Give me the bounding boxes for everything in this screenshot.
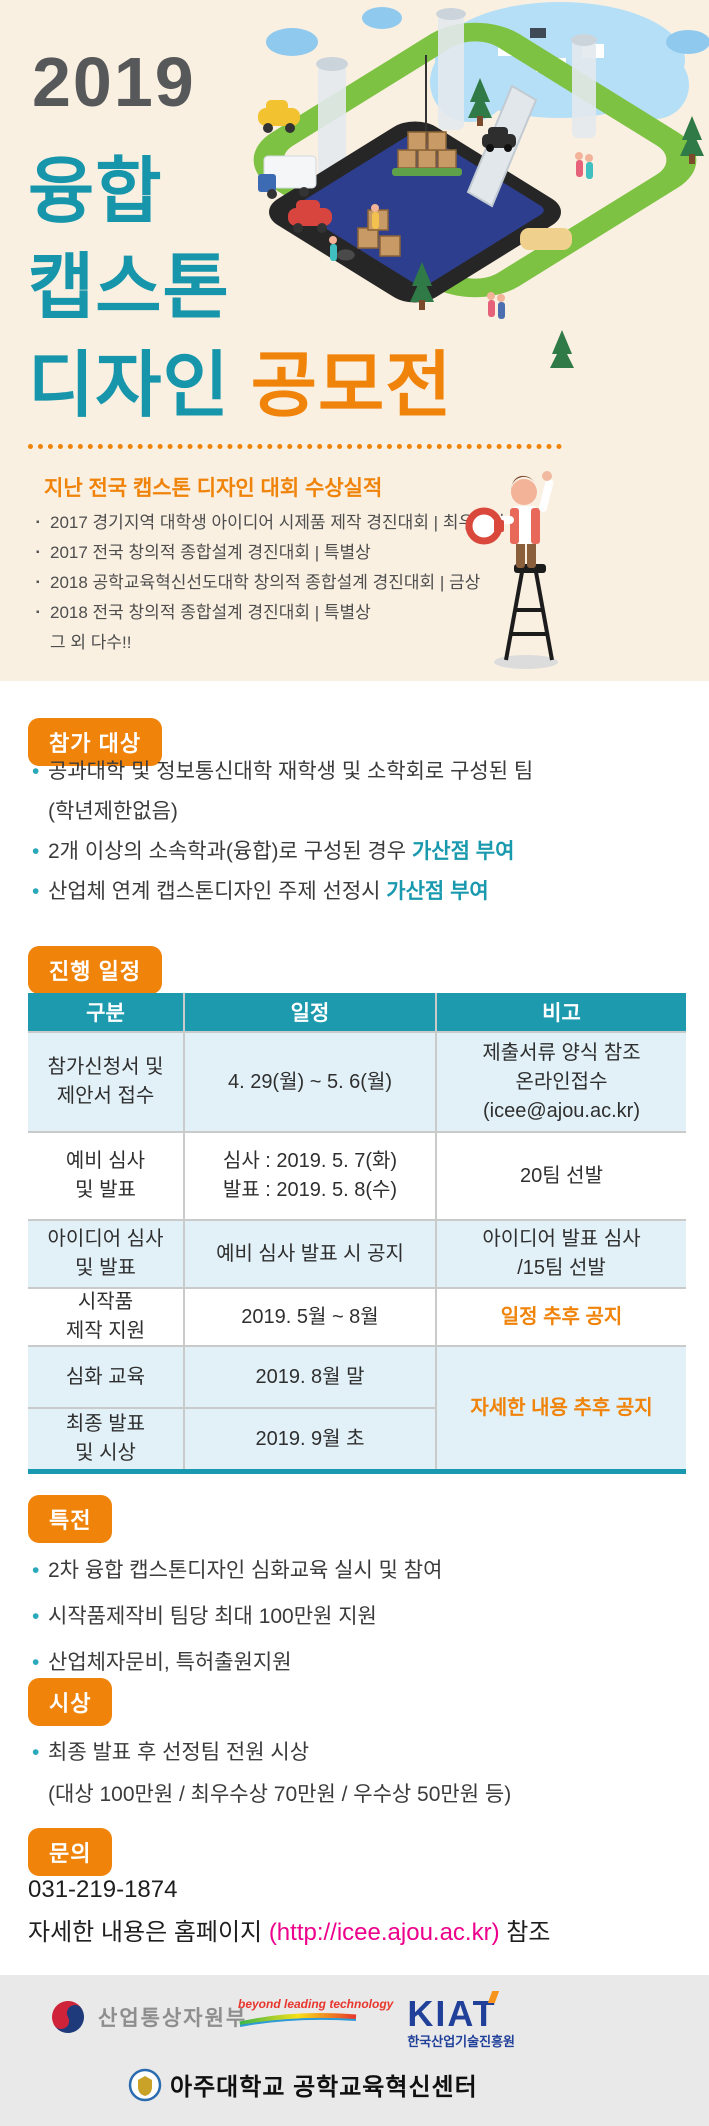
- contact-badge: 문의: [28, 1828, 113, 1876]
- kiat-name: KIAT: [407, 1993, 497, 2034]
- table-cell: 최종 발표 및 시상: [28, 1409, 183, 1469]
- title-design: 디자인: [28, 346, 251, 426]
- table-cell: 시작품 제작 지원: [28, 1289, 183, 1345]
- table-cell: 2019. 8월 말: [185, 1347, 435, 1407]
- table-cell: 참가신청서 및 제안서 접수: [28, 1033, 183, 1131]
- ministry-label: 산업통상자원부: [98, 2007, 248, 2030]
- award-item: 2017 전국 창의적 종합설계 경진대회 | 특별상: [36, 538, 505, 568]
- awards-footnote: 그 외 다수!!: [50, 633, 132, 652]
- participants-item: 2개 이상의 소속학과(융합)로 구성된 경우 가산점 부여: [30, 832, 533, 872]
- dotted-divider: [28, 444, 562, 449]
- ladder-icon: [504, 571, 554, 661]
- sofa-icon: [520, 228, 572, 250]
- poster-title-line2: 캡스톤: [28, 248, 230, 328]
- benefits-item: 산업체자문비, 특허출원지원: [30, 1640, 442, 1686]
- megaphone-icon: [465, 507, 504, 545]
- footer-logos: 산업통상자원부 beyond leading technology KIAT: [0, 1975, 709, 2126]
- black-suv-icon: [482, 127, 516, 152]
- table-cell: 아이디어 심사 및 발표: [28, 1221, 183, 1287]
- tiny-people-icons: [329, 152, 593, 319]
- table-cell: 아이디어 발표 심사 /15팀 선발: [437, 1221, 686, 1287]
- table-cell: 예비 심사 및 발표: [28, 1133, 183, 1219]
- title-contest: 공모전: [250, 346, 453, 426]
- megaphone-person-illustration: [465, 471, 558, 669]
- red-car-icon: [288, 200, 332, 233]
- award-item: 2017 경기지역 대학생 아이디어 시제품 제작 경진대회 | 최우수상: [36, 508, 505, 538]
- schedule-badge: 진행 일정: [28, 946, 163, 994]
- contact-homepage: 자세한 내용은 홈페이지 (http://icee.ajou.ac.kr) 참조: [28, 1919, 551, 1946]
- table-cell: 2019. 9월 초: [185, 1409, 435, 1469]
- participants-item: 공과대학 및 정보통신대학 재학생 및 소학회로 구성된 팀 (학년제한없음): [30, 752, 533, 832]
- small-clouds-icon: [266, 7, 709, 56]
- kiat-tagline: beyond leading technology: [238, 1997, 394, 2011]
- schedule-table: 구분 일정 비고 참가신청서 및 제안서 접수 4. 29(월) ~ 5. 6(…: [28, 993, 686, 1474]
- poster-year: 2019: [32, 43, 196, 121]
- ajou-logo: 아주대학교 공학교육혁신센터: [128, 2067, 478, 2102]
- contact-phone: 031-219-1874: [28, 1876, 178, 1903]
- participants-item: 산업체 연계 캡스톤디자인 주제 선정시 가산점 부여: [30, 872, 533, 912]
- benefits-badge: 특전: [28, 1495, 113, 1543]
- awards-info-item: 최종 발표 후 선정팀 전원 시상 (대상 100만원 / 최우수상 70만원 …: [30, 1732, 511, 1816]
- tree-icons: [410, 78, 704, 368]
- ajou-emblem-icon: [128, 2068, 162, 2101]
- yellow-car-icon: [258, 100, 300, 133]
- crate-stack-icon: [397, 131, 457, 169]
- participants-list: 공과대학 및 정보통신대학 재학생 및 소학회로 구성된 팀 (학년제한없음) …: [30, 752, 533, 912]
- table-header-category: 구분: [28, 993, 183, 1031]
- truck-icon: [258, 155, 317, 199]
- rainbow-swoosh-icon: [239, 2013, 357, 2027]
- table-cell: 제출서류 양식 참조 온라인접수 (icee@ajou.ac.kr): [437, 1033, 686, 1131]
- hero-section: 2019 융합 캡스톤 디자인 공모전 지난 전국 캡스톤 디자인 대회 수상실…: [0, 0, 709, 681]
- past-awards-list: 2017 경기지역 대학생 아이디어 시제품 제작 경진대회 | 최우수상 20…: [36, 508, 505, 628]
- table-cell: 2019. 5월 ~ 8월: [185, 1289, 435, 1345]
- awards-info-list: 최종 발표 후 선정팀 전원 시상 (대상 100만원 / 최우수상 70만원 …: [30, 1732, 511, 1816]
- table-cell: 20팀 선발: [437, 1133, 686, 1219]
- hero-illustration: [253, 2, 709, 368]
- table-cell: 4. 29(월) ~ 5. 6(월): [185, 1033, 435, 1131]
- taegeuk-icon: [52, 2001, 84, 2033]
- homepage-url: (http://icee.ajou.ac.kr): [268, 1919, 500, 1946]
- past-awards-heading: 지난 전국 캡스톤 디자인 대회 수상실적: [44, 477, 383, 500]
- table-cell: 예비 심사 발표 시 공지: [185, 1221, 435, 1287]
- ajou-label: 아주대학교 공학교육혁신센터: [170, 2074, 478, 2101]
- kiat-logo: beyond leading technology KIAT 한국산업기술진흥원: [238, 1991, 515, 2050]
- award-item: 2018 공학교육혁신선도대학 창의적 종합설계 경진대회 | 금상: [36, 568, 505, 598]
- kiat-subtitle: 한국산업기술진흥원: [407, 2034, 515, 2049]
- poster-title-line1: 융합: [28, 152, 163, 232]
- table-header-date: 일정: [185, 993, 435, 1031]
- poster-title-line3: 디자인 공모전: [28, 326, 452, 431]
- awards-badge: 시상: [28, 1678, 113, 1726]
- table-header-note: 비고: [437, 993, 686, 1031]
- table-cell: 심사 : 2019. 5. 7(화) 발표 : 2019. 5. 8(수): [185, 1133, 435, 1219]
- table-cell-merged-notice: 자세한 내용 추후 공지: [437, 1347, 686, 1469]
- award-item: 2018 전국 창의적 종합설계 경진대회 | 특별상: [36, 598, 505, 628]
- ministry-logo: 산업통상자원부: [48, 1997, 247, 2037]
- benefits-list: 2차 융합 캡스톤디자인 심화교육 실시 및 참여 시작품제작비 팀당 최대 1…: [30, 1548, 442, 1686]
- benefits-item: 2차 융합 캡스톤디자인 심화교육 실시 및 참여: [30, 1548, 442, 1594]
- table-cell: 심화 교육: [28, 1347, 183, 1407]
- table-cell-notice: 일정 추후 공지: [437, 1289, 686, 1345]
- benefits-item: 시작품제작비 팀당 최대 100만원 지원: [30, 1594, 442, 1640]
